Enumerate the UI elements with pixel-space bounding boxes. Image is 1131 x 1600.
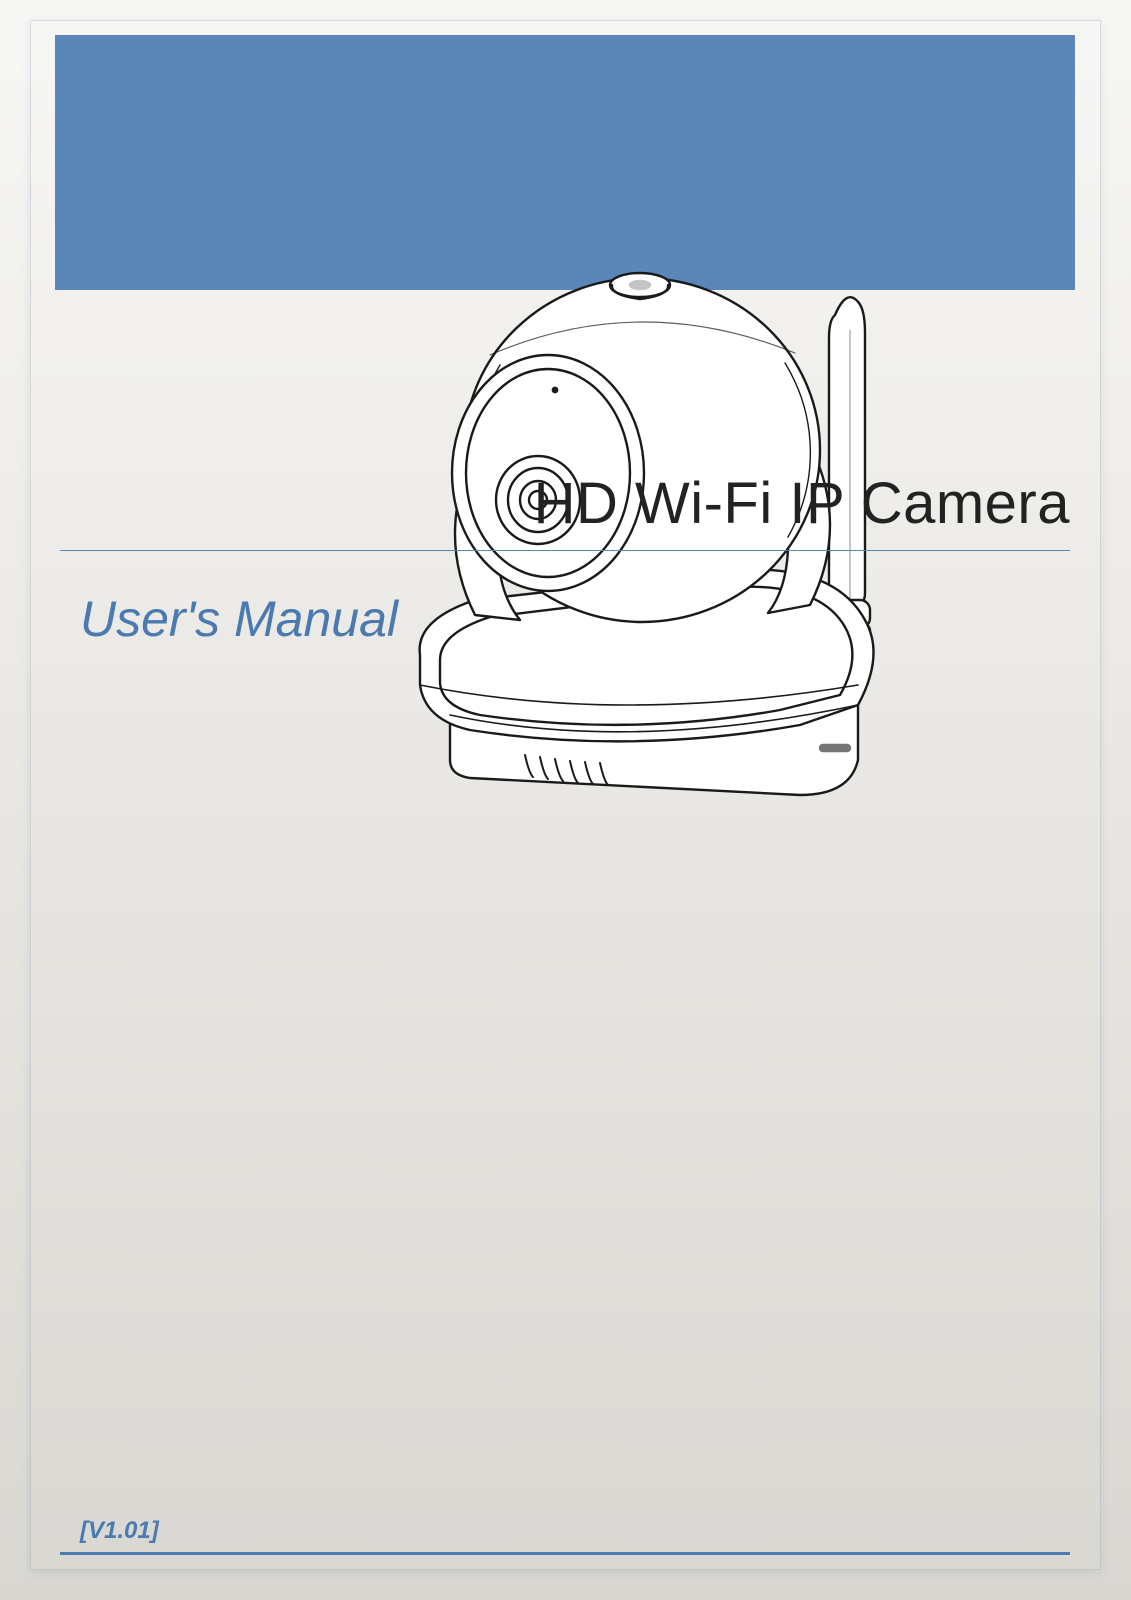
page: HD Wi-Fi IP Camera User's Manual [V1.01] [0, 0, 1131, 1600]
document-subtitle: User's Manual [80, 590, 398, 648]
version-label: [V1.01] [80, 1517, 159, 1545]
document-title: HD Wi-Fi IP Camera [80, 470, 1070, 537]
header-banner [55, 35, 1075, 290]
version-underline [60, 1552, 1070, 1555]
camera-illustration [380, 255, 940, 825]
title-underline [60, 550, 1070, 551]
